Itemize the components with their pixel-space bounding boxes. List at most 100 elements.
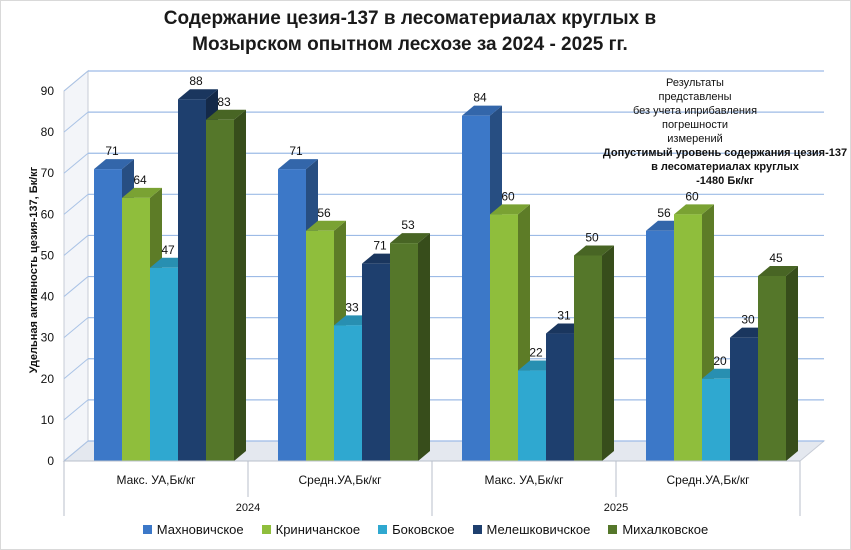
bar: [730, 337, 758, 461]
legend-item: Боковское: [378, 522, 455, 537]
data-label: 71: [105, 144, 119, 158]
legend-item: Махновичское: [142, 522, 244, 537]
data-label: 56: [657, 206, 671, 220]
bar-top: [306, 220, 346, 231]
data-label: 45: [769, 251, 783, 265]
data-label: 30: [741, 313, 755, 327]
data-label: 50: [585, 230, 599, 244]
bar: [306, 230, 334, 461]
note-bold-line: в лесоматериалах круглых: [651, 161, 799, 173]
legend-label: Боковское: [392, 522, 455, 537]
bar: [362, 263, 390, 461]
y-axis-label: Удельная активность цезия-137, Бк/кг: [28, 166, 40, 374]
gridline-side: [63, 440, 89, 462]
y-tick-label: 60: [41, 207, 55, 221]
y-tick-label: 30: [41, 331, 55, 345]
bar-top: [178, 89, 218, 100]
bar-side: [418, 233, 430, 461]
bar: [122, 197, 150, 461]
data-label: 31: [557, 309, 571, 323]
chart-title-line-2: Мозырском опытном лесхозе за 2024 - 2025…: [192, 34, 628, 55]
data-label: 47: [161, 243, 175, 257]
bar: [178, 99, 206, 461]
bar: [758, 276, 786, 461]
bar: [94, 169, 122, 461]
note-bold-line: -1480 Бк/кг: [696, 175, 754, 187]
legend: Махновичское Криничанское Боковское Мелешко…: [0, 522, 851, 537]
bar-top: [674, 204, 714, 215]
bar-top: [206, 109, 246, 120]
chart-title-line-1: Содержание цезия-137 в лесоматериалах кр…: [163, 8, 657, 29]
y-tick-label: 80: [41, 125, 55, 139]
legend-label: Махновичское: [156, 522, 244, 537]
data-label: 64: [133, 173, 147, 187]
bar: [206, 119, 234, 462]
legend-swatch: [608, 525, 618, 534]
bar: [702, 378, 730, 461]
bar: [574, 255, 602, 461]
legend-swatch: [378, 525, 388, 534]
gridline-side: [63, 399, 89, 421]
bar-top: [390, 233, 430, 244]
bar-top: [122, 187, 162, 198]
bar: [278, 169, 306, 461]
data-label: 22: [529, 346, 543, 360]
bar-side: [602, 245, 614, 461]
data-label: 60: [501, 189, 515, 203]
note-line: погрешности: [661, 119, 729, 131]
bar: [390, 243, 418, 461]
x-group-label: 2024: [236, 502, 260, 514]
y-tick-label: 50: [41, 248, 55, 262]
legend-swatch: [142, 525, 152, 534]
bar-top: [94, 159, 134, 170]
x-group-label: 2025: [604, 502, 628, 514]
bar: [490, 214, 518, 461]
bar: [674, 214, 702, 461]
gridline-side: [63, 70, 89, 92]
data-label: 88: [189, 74, 203, 88]
note-line: Результаты: [666, 77, 724, 89]
data-label: 20: [713, 354, 727, 368]
y-tick-label: 20: [41, 372, 55, 386]
data-label: 60: [685, 189, 699, 203]
bar: [518, 370, 546, 461]
gridline-side: [63, 235, 89, 256]
x-tick-label: Средн.УА,Бк/кг: [667, 473, 751, 487]
legend-label: Криничанское: [275, 522, 361, 537]
note-line: без учета иприбавления: [632, 105, 758, 117]
bar: [150, 267, 178, 461]
y-tick-label: 90: [41, 84, 55, 98]
note-line: представлены: [658, 91, 732, 103]
x-tick-label: Макс. УА,Бк/кг: [484, 473, 564, 487]
x-tick-label: Макс. УА,Бк/кг: [116, 473, 196, 487]
y-tick-label: 0: [47, 454, 54, 468]
bar-top: [574, 245, 614, 256]
legend-item: Криничанское: [261, 522, 361, 537]
legend-swatch: [261, 525, 271, 534]
note-line: измерений: [667, 133, 723, 145]
data-label: 53: [401, 218, 415, 232]
bar-top: [490, 204, 530, 215]
data-label: 71: [373, 239, 387, 253]
bar: [462, 115, 490, 462]
gridline-side: [63, 276, 89, 297]
legend-label: Михалковское: [622, 522, 709, 537]
bar-top: [278, 159, 318, 170]
y-tick-label: 40: [41, 290, 55, 304]
legend-swatch: [472, 525, 482, 534]
plot-back-wall: [88, 71, 824, 441]
gridline-side: [63, 111, 89, 133]
y-tick-label: 10: [41, 413, 55, 427]
gridline-side: [63, 193, 89, 215]
bar-top: [758, 266, 798, 276]
bar-side: [234, 109, 246, 462]
data-label: 71: [289, 144, 303, 158]
gridline-side: [63, 358, 89, 380]
data-label: 56: [317, 206, 331, 220]
bar-top: [462, 105, 502, 116]
bar: [646, 230, 674, 461]
x-tick-label: Средн.УА,Бк/кг: [299, 473, 383, 487]
y-tick-label: 70: [41, 166, 55, 180]
note-bold-line: Допустимый уровень содержания цезия-137: [602, 147, 848, 159]
